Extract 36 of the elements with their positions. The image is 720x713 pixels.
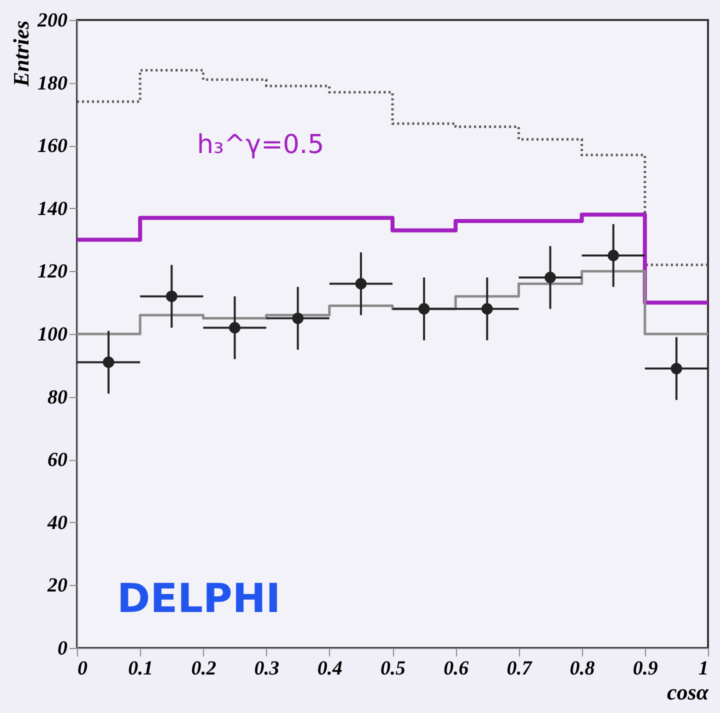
y-axis-title: Entries <box>8 20 34 88</box>
point <box>481 303 493 315</box>
point <box>418 303 430 315</box>
point <box>544 272 556 284</box>
x-tick-label: 0.2 <box>191 658 216 680</box>
y-tick-label: 200 <box>36 10 68 32</box>
point <box>355 278 367 290</box>
point <box>670 362 682 374</box>
y-tick-label: 0 <box>58 638 68 660</box>
x-tick-label: 0.1 <box>128 658 154 680</box>
x-tick-label: 0.8 <box>570 658 595 680</box>
x-tick-label: 0 <box>78 658 88 680</box>
y-tick-label: 100 <box>38 324 68 346</box>
x-axis-title: cosα <box>667 680 710 704</box>
x-tick-label: 0.6 <box>444 658 469 680</box>
x-tick-label: 0.9 <box>632 658 658 680</box>
point <box>229 322 240 334</box>
y-tick-label: 40 <box>46 512 68 534</box>
x-tick-label: 1 <box>698 658 708 680</box>
x-tick-label: 0.3 <box>254 658 280 680</box>
y-tick-label: 140 <box>38 198 68 220</box>
y-tick-label: 180 <box>38 72 68 94</box>
point <box>166 290 178 302</box>
y-tick-label: 120 <box>38 260 68 283</box>
point <box>292 312 304 324</box>
y-tick-label: 60 <box>48 449 68 472</box>
y-tick-label: 20 <box>46 574 68 597</box>
x-tick-label: 0.5 <box>380 658 406 680</box>
text: h₃^γ=0.5 <box>197 130 324 160</box>
annotation: DELPHI <box>117 576 281 622</box>
point <box>608 250 620 262</box>
y-tick-label: 160 <box>38 135 68 158</box>
x-tick-label: 0.7 <box>506 658 533 680</box>
x-tick-label: 0.4 <box>317 658 342 680</box>
y-tick-label: 80 <box>48 386 68 408</box>
point <box>102 356 114 368</box>
